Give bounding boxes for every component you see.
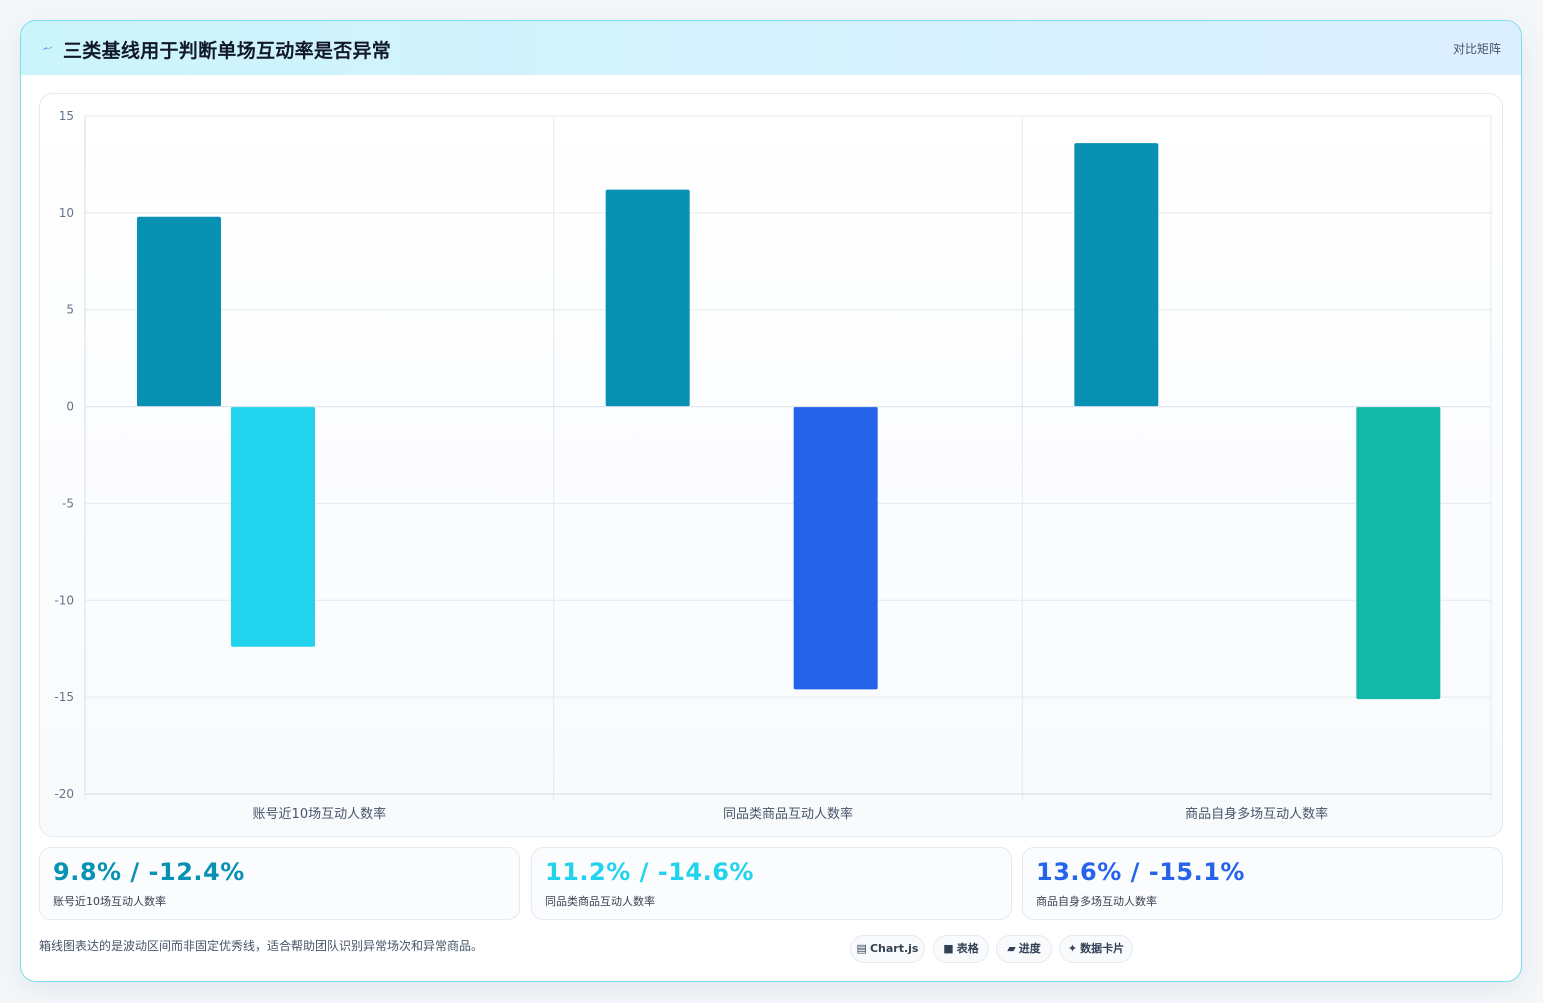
bar-upper [137, 216, 221, 407]
bar-lower [793, 406, 878, 690]
chip-data-card[interactable]: ✦ 数据卡片 [1059, 935, 1133, 963]
chip-label: 数据卡片 [1080, 942, 1125, 955]
chart-footnote: 箱线图表达的是波动区间而非固定优秀线，适合帮助团队识别异常场次和异常商品。 [39, 939, 484, 953]
chip-label: 表格 [956, 942, 979, 955]
bar-upper [1074, 143, 1159, 407]
y-tick-label: 15 [59, 109, 74, 123]
comparison-matrix-link[interactable]: 对比矩阵 [1452, 42, 1501, 56]
y-tick-label: 5 [66, 303, 74, 317]
stat-card-label: 同品类商品互动人数率 [545, 895, 655, 908]
progress-icon: ▰ [1007, 942, 1016, 955]
y-tick-label: 0 [66, 400, 74, 414]
stat-card-value: 9.8% / -12.4% [53, 858, 245, 886]
stat-card-category: 11.2% / -14.6% 同品类商品互动人数率 [531, 847, 1012, 920]
stat-card-label: 商品自身多场互动人数率 [1036, 895, 1157, 908]
stat-card-product: 13.6% / -15.1% 商品自身多场互动人数率 [1022, 847, 1503, 920]
stat-card-value: 11.2% / -14.6% [545, 858, 754, 886]
table-icon: ■ [943, 942, 954, 955]
stat-card-value: 13.6% / -15.1% [1036, 858, 1245, 886]
bar-lower [1356, 406, 1441, 700]
chart-panel: 三类基线用于判断单场互动率是否异常 对比矩阵 15 10 5 0 -5 -10 -15 -20… [20, 20, 1522, 982]
zap-icon [41, 38, 55, 58]
y-tick-label: -5 [62, 496, 74, 510]
y-tick-label: -20 [54, 787, 74, 801]
chip-chartjs[interactable]: ▤ Chart.js [850, 935, 925, 963]
stat-card-label: 账号近10场互动人数率 [53, 895, 166, 908]
bar-lower [231, 406, 315, 647]
x-tick-label: 同品类商品互动人数率 [723, 806, 853, 822]
chip-label: 进度 [1018, 942, 1041, 955]
stat-card-account: 9.8% / -12.4% 账号近10场互动人数率 [39, 847, 520, 920]
chart-icon: ▤ [856, 942, 867, 955]
x-tick-label: 商品自身多场互动人数率 [1185, 806, 1328, 822]
panel-header: 三类基线用于判断单场互动率是否异常 对比矩阵 [21, 21, 1521, 75]
chip-label: Chart.js [869, 942, 919, 955]
y-tick-label: -15 [54, 690, 74, 704]
bar-chart-svg: 15 10 5 0 -5 -10 -15 -20 账号近10场互动人数率 同品类商品互动人数率 商品… [54, 109, 1492, 822]
y-tick-label: -10 [54, 593, 74, 607]
chip-table[interactable]: ■ 表格 [933, 935, 989, 963]
bar-upper [605, 189, 690, 407]
y-tick-label: 10 [59, 206, 74, 220]
x-tick-label: 账号近10场互动人数率 [253, 806, 387, 822]
chip-progress[interactable]: ▰ 进度 [996, 935, 1052, 963]
sparkle-icon: ✦ [1067, 942, 1078, 955]
bar-chart: 15 10 5 0 -5 -10 -15 -20 账号近10场互动人数率 同品类商品互动人数率 商品… [39, 93, 1503, 837]
page-title: 三类基线用于判断单场互动率是否异常 [63, 40, 392, 62]
